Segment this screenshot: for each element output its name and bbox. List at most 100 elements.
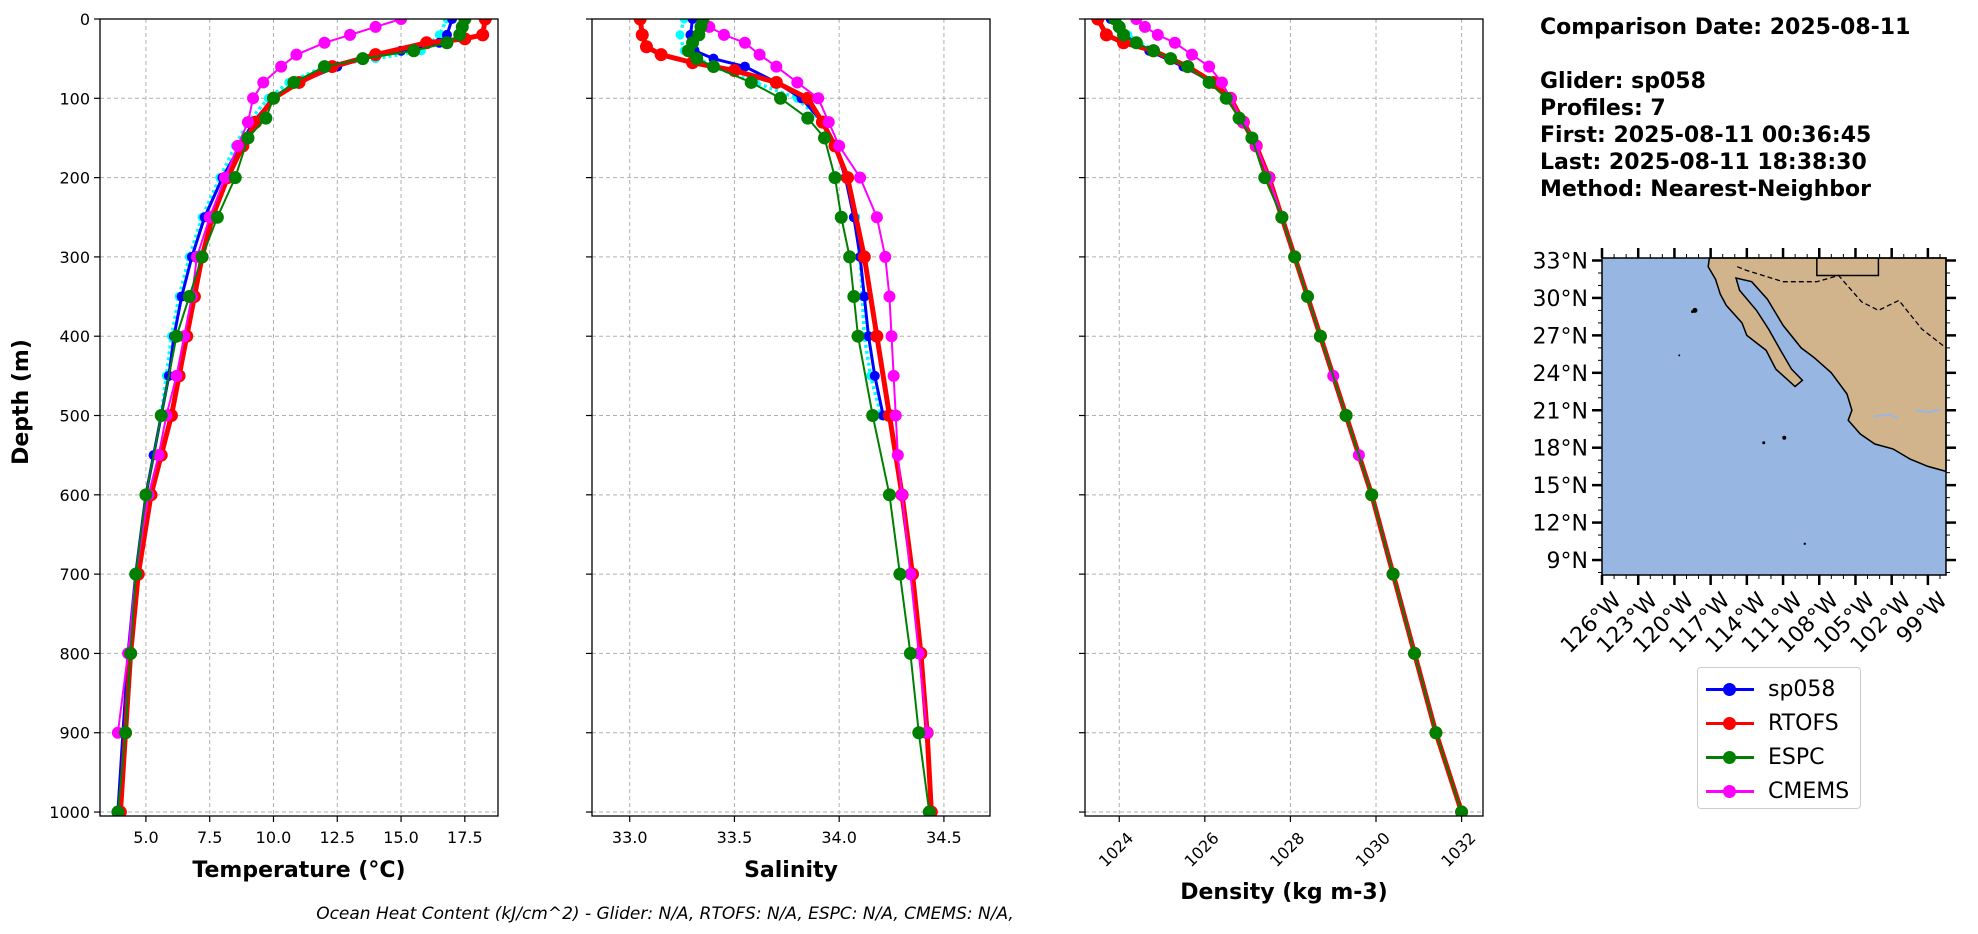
data-point-cmems xyxy=(231,139,244,152)
data-point-espc xyxy=(1181,60,1195,74)
y-tick-label: 200 xyxy=(59,169,90,188)
lat-label: 18°N xyxy=(1533,437,1588,462)
x-axis-label: Density (kg m-3) xyxy=(1180,880,1388,905)
data-point-espc xyxy=(847,290,861,304)
data-point-espc xyxy=(241,131,255,145)
x-tick-label: 5.0 xyxy=(133,828,158,847)
profile-count: Profiles: 7 xyxy=(1540,96,1666,121)
legend-label: RTOFS xyxy=(1768,710,1839,736)
data-point-rtofs xyxy=(857,250,871,264)
data-point-espc xyxy=(1117,28,1131,42)
data-point-espc xyxy=(1164,52,1178,66)
x-tick-label: 1026 xyxy=(1180,828,1222,870)
data-point-espc xyxy=(1386,567,1400,581)
island-marker xyxy=(1678,354,1681,357)
x-axis-label: Salinity xyxy=(744,858,838,883)
data-point-espc xyxy=(228,171,242,185)
data-point-cmems xyxy=(879,250,892,263)
data-point-espc xyxy=(1202,75,1216,89)
data-point-glider-profiles xyxy=(679,19,689,24)
data-point-cmems xyxy=(891,449,904,462)
data-point-rtofs xyxy=(633,19,647,26)
lat-label: 12°N xyxy=(1533,512,1588,537)
data-point-cmems xyxy=(247,92,260,105)
data-point-rtofs xyxy=(769,75,783,89)
data-point-espc xyxy=(1146,44,1160,58)
comparison-date: Comparison Date: 2025-08-11 xyxy=(1540,15,1911,40)
legend-item-rtofs: RTOFS xyxy=(1706,708,1839,738)
series-line-cmems xyxy=(116,19,402,733)
island-marker xyxy=(1691,310,1695,314)
data-point-cmems xyxy=(219,171,232,184)
x-tick-label: 34.5 xyxy=(926,828,962,847)
data-point-rtofs xyxy=(841,171,855,185)
series-line-espc xyxy=(116,19,466,813)
data-point-rtofs xyxy=(478,19,492,26)
x-tick-label: 33.0 xyxy=(612,828,648,847)
data-point-cmems xyxy=(1185,48,1198,61)
data-point-cmems xyxy=(1215,76,1228,89)
x-axis-label: Temperature (°C) xyxy=(192,858,405,883)
data-point-espc xyxy=(266,91,280,105)
data-point-cmems xyxy=(822,116,835,129)
y-tick-label: 300 xyxy=(59,248,90,267)
legend-label: ESPC xyxy=(1768,744,1825,770)
legend: sp058 RTOFS ESPC CMEMS xyxy=(1697,667,1861,809)
y-tick-label: 0 xyxy=(80,10,90,29)
temperature-panel: 0 100 200 300 400 500 600 700 800 900 1000 5.0 7.5 10… xyxy=(49,10,499,883)
map-frame xyxy=(1601,257,1947,576)
y-tick-label: 600 xyxy=(59,486,90,505)
data-point-espc xyxy=(681,44,695,58)
data-point-cmems xyxy=(885,330,898,343)
data-point-espc xyxy=(774,91,788,105)
first-time: First: 2025-08-11 00:36:45 xyxy=(1540,123,1872,148)
data-point-espc xyxy=(1275,210,1289,224)
x-tick-label: 1030 xyxy=(1352,828,1394,870)
data-point-sp058 xyxy=(869,370,880,381)
data-point-espc xyxy=(882,488,896,502)
x-tick-label: 1028 xyxy=(1266,828,1308,870)
data-point-espc xyxy=(801,111,815,125)
series-line-cmems xyxy=(702,19,929,733)
data-point-espc xyxy=(453,28,467,42)
plot-frame xyxy=(99,18,499,817)
y-tick-label: 400 xyxy=(59,327,90,346)
data-point-cmems xyxy=(257,76,270,89)
data-point-espc xyxy=(1288,250,1302,264)
data-point-espc xyxy=(124,646,138,660)
legend-label: sp058 xyxy=(1768,676,1836,702)
lat-label: 21°N xyxy=(1533,399,1588,424)
plot-frame xyxy=(591,18,991,817)
x-tick-label: 17.5 xyxy=(447,828,483,847)
salinity-panel: 33.0 33.5 34.0 34.5 Salinity xyxy=(586,18,991,883)
info-block: Comparison Date: 2025-08-11 Glider: sp058… xyxy=(1540,14,1910,203)
series-layer xyxy=(633,19,938,816)
data-point-sp058 xyxy=(687,19,698,24)
data-point-sp058 xyxy=(739,61,750,72)
legend-swatch xyxy=(1706,784,1754,798)
data-point-espc xyxy=(287,75,301,89)
island-marker xyxy=(1762,441,1766,445)
x-tick-label: 33.5 xyxy=(717,828,753,847)
data-point-cmems xyxy=(1151,28,1164,41)
legend-label: CMEMS xyxy=(1768,778,1850,804)
data-point-rtofs xyxy=(639,40,653,54)
data-point-rtofs xyxy=(476,28,490,42)
data-point-cmems xyxy=(833,139,846,152)
data-point-espc xyxy=(154,409,168,423)
data-point-rtofs xyxy=(870,329,884,343)
data-point-espc xyxy=(356,52,370,66)
data-point-cmems xyxy=(883,290,896,303)
last-time: Last: 2025-08-11 18:38:30 xyxy=(1540,150,1867,175)
series-layer xyxy=(111,19,492,816)
data-point-espc xyxy=(259,111,273,125)
data-point-espc xyxy=(866,409,880,423)
data-point-glider-profiles xyxy=(675,30,685,40)
data-point-sp058 xyxy=(447,19,458,24)
x-tick-label: 15.0 xyxy=(383,828,419,847)
data-point-espc xyxy=(1429,726,1443,740)
data-point-cmems xyxy=(896,488,909,501)
data-point-espc xyxy=(903,646,917,660)
data-point-espc xyxy=(1339,409,1353,423)
depth-axis-label: Depth (m) xyxy=(9,339,34,465)
